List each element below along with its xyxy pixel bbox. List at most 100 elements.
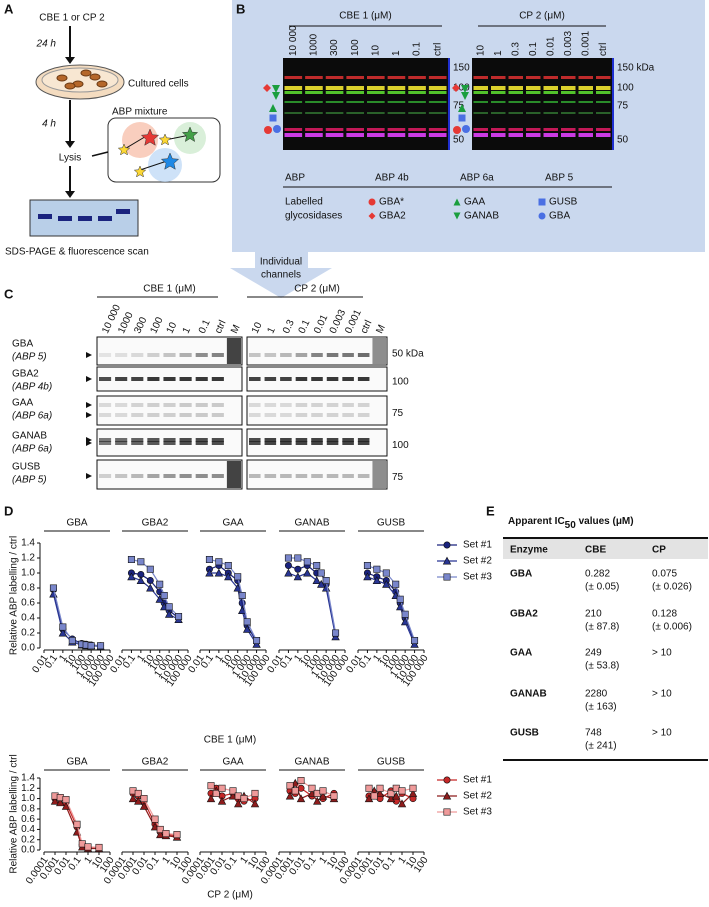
symbol [453,212,461,220]
gel-band [249,474,261,478]
gel-band [428,128,447,131]
symbol [272,85,280,93]
readout-label: SDS-PAGE & fluorescence scan [5,247,149,258]
lane-label: 0.003 [563,31,574,56]
gel-band [357,377,370,381]
table-cell: > 10 [652,728,672,739]
symbol [458,114,466,122]
gel-band [543,91,558,94]
gel-band [249,413,261,417]
gel-band [163,438,176,442]
marker-label: 100 [617,83,634,94]
marker-label: 75 [392,472,404,483]
big-arrow [230,252,332,298]
point [61,801,71,810]
chart-title: GANAB [294,757,329,768]
symbol [453,126,461,134]
point [87,642,95,650]
point [443,541,451,549]
point [97,642,105,650]
table-header: CP [652,545,666,556]
gel-band [508,133,523,137]
x-tick-label: 0.1 [302,855,319,873]
point [151,815,159,823]
gel-band [305,133,323,137]
cell [64,82,76,90]
gel-band [280,403,292,407]
cell [96,80,108,88]
gel-band [596,112,611,114]
enzyme-label: GUSB [12,462,41,473]
legend-label: Set #2 [463,791,492,802]
gel-band [578,76,593,79]
gel-band [578,112,593,114]
gel-band [508,112,523,114]
gel-band [561,86,576,90]
point [313,796,322,805]
point [162,830,170,838]
chart-title: GUSB [377,518,406,529]
point [396,595,404,603]
gel-band [357,438,370,442]
x-tick-label: 1 [135,653,147,664]
point [373,565,381,573]
point [56,798,65,807]
gel-band [387,128,406,131]
marker-label: 50 [453,135,465,146]
point [137,558,145,566]
point [363,561,371,569]
gel-band [342,413,354,417]
gel-band [115,474,128,478]
gel-band [342,441,354,445]
point [387,789,395,797]
gel-band [367,133,385,137]
marker-label: 50 [617,135,629,146]
point [214,568,224,577]
gel-band [491,76,506,79]
gel-band [346,101,364,103]
symbol [273,125,281,133]
gel-band [147,438,160,442]
gel-band [342,438,354,442]
gel-band [561,112,576,114]
gel-band [596,86,611,90]
gel-band [326,413,339,417]
point [134,789,142,797]
point [128,794,138,803]
gel-band [326,438,339,442]
arrow-head [65,191,75,198]
gel-band [147,353,160,357]
gel-band [473,76,488,79]
panel-label: C [4,286,14,301]
gel-band [346,76,364,79]
marker-label: 100 [392,377,409,388]
gel-band [491,133,506,137]
table-header-bg [503,539,708,559]
point [330,792,338,800]
gel-band [147,403,160,407]
gel-band [491,112,506,114]
gel-band [147,413,160,417]
fit-line [52,587,101,647]
point [95,843,103,851]
chart-title: GBA2 [142,518,169,529]
gel-band [408,133,426,137]
gel-band [578,86,593,90]
gel-band [147,441,160,445]
symbol [458,104,466,112]
gel-band [578,128,593,131]
point [160,591,168,599]
gel-band [326,377,339,381]
point [313,789,321,797]
gel-band [561,101,576,103]
gel-band [357,474,370,478]
marker-label: 150 kDa [453,63,491,74]
x-axis-label: CBE 1 (μM) [204,735,256,746]
probe-star [117,143,131,156]
table-title: Apparent IC50 values (μM) [508,516,634,531]
gel-band [195,474,208,478]
lane-label: 0.001 [580,31,591,56]
lane-label: 1 [493,50,504,56]
gel-band [305,112,323,114]
gel-strip [96,336,243,366]
